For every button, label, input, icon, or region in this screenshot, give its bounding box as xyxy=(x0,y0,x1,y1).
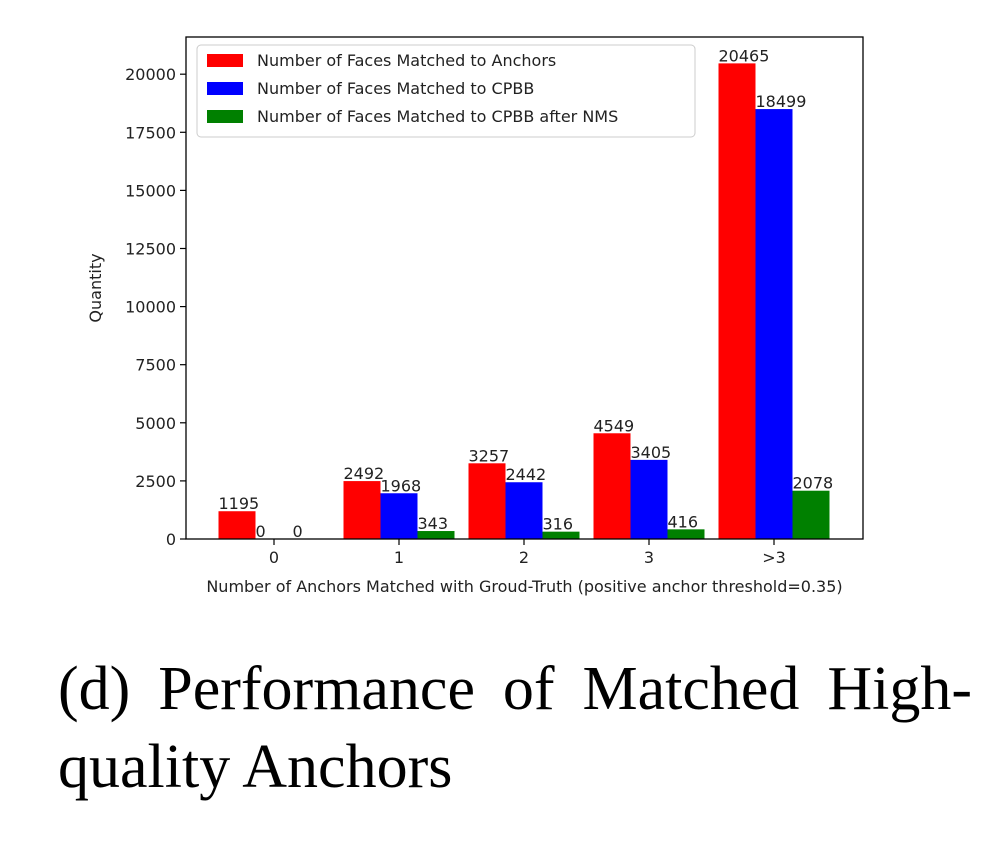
bar-value-label: 3257 xyxy=(469,446,510,465)
bar-series-1-1 xyxy=(343,481,381,539)
y-tick-label: 20000 xyxy=(125,65,176,84)
legend-swatch xyxy=(207,54,243,67)
bar-value-label: 0 xyxy=(256,522,266,541)
bar-series-2-2 xyxy=(505,482,543,539)
x-tick-label: >3 xyxy=(762,548,786,567)
legend-swatch xyxy=(207,82,243,95)
legend-label: Number of Faces Matched to Anchors xyxy=(257,51,556,70)
bar-series-1-0 xyxy=(218,511,256,539)
bar-series-3-1 xyxy=(417,531,455,539)
bar-series-3-3 xyxy=(667,529,705,539)
bar-series-2-4 xyxy=(755,109,793,540)
bar-series-1-2 xyxy=(468,463,506,539)
bar-value-label: 343 xyxy=(418,514,449,533)
legend-label: Number of Faces Matched to CPBB after NM… xyxy=(257,107,618,126)
x-tick-label: 1 xyxy=(394,548,404,567)
y-axis-ticks: 0 2500 5000 7500 10000 12500 15000 17500 20000 xyxy=(125,65,186,549)
bar-value-label: 20465 xyxy=(719,46,770,65)
y-tick-label: 5000 xyxy=(135,414,176,433)
y-axis-label: Quantity xyxy=(86,253,105,322)
legend-swatch xyxy=(207,110,243,123)
bar-value-label: 3405 xyxy=(631,443,672,462)
x-axis-ticks: 0 1 2 3 >3 xyxy=(269,539,786,567)
bar-value-label: 2442 xyxy=(506,465,547,484)
x-tick-label: 3 xyxy=(644,548,654,567)
bar-value-label: 18499 xyxy=(756,92,807,111)
y-tick-label: 15000 xyxy=(125,181,176,200)
bar-series-3-2 xyxy=(542,531,580,539)
y-tick-label: 10000 xyxy=(125,298,176,317)
bar-value-label: 4549 xyxy=(594,416,635,435)
bar-series-3-4 xyxy=(792,490,830,539)
y-tick-label: 0 xyxy=(166,530,176,549)
x-tick-label: 0 xyxy=(269,548,279,567)
y-tick-label: 17500 xyxy=(125,123,176,142)
bar-chart: 1195 0 0 2492 1968 343 3257 2442 316 4549 3405 416 2… xyxy=(86,36,864,596)
bar-value-label: 316 xyxy=(543,515,574,534)
figure-caption: (d) Performance of Matched High-quality … xyxy=(58,655,972,801)
bar-value-label: 1195 xyxy=(219,494,260,513)
bar-value-label: 2492 xyxy=(344,464,385,483)
bar-value-label: 0 xyxy=(293,522,303,541)
bar-value-label: 2078 xyxy=(793,474,834,493)
legend-box xyxy=(196,44,696,138)
bar-value-label: 1968 xyxy=(381,476,422,495)
x-axis-label: Number of Anchors Matched with Groud-Tru… xyxy=(206,577,842,596)
y-tick-label: 2500 xyxy=(135,472,176,491)
bar-series-1-4 xyxy=(718,63,756,540)
bar-series-2-3 xyxy=(630,459,668,539)
bar-value-label: 416 xyxy=(668,512,699,531)
x-tick-label: 2 xyxy=(519,548,529,567)
bar-series-2-1 xyxy=(380,493,418,539)
bars-layer xyxy=(218,63,830,540)
legend-label: Number of Faces Matched to CPBB xyxy=(257,79,534,98)
y-tick-label: 12500 xyxy=(125,239,176,258)
legend: Number of Faces Matched to Anchors Number… xyxy=(196,44,696,138)
y-tick-label: 7500 xyxy=(135,356,176,375)
bar-series-1-3 xyxy=(593,433,631,539)
